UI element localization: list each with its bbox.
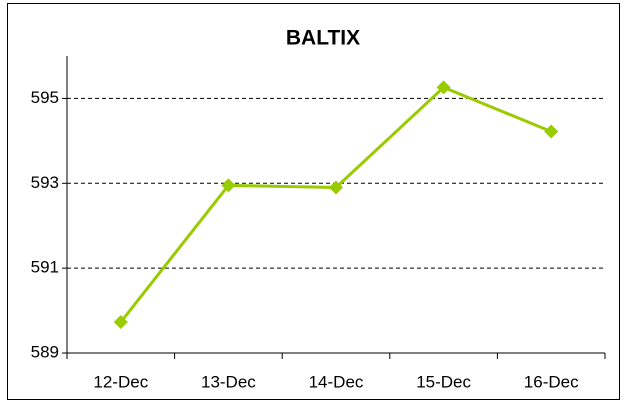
y-tick-label: 593 (31, 173, 59, 192)
y-tick-label: 591 (31, 258, 59, 277)
data-point (329, 180, 343, 195)
x-tick-label: 14-Dec (309, 372, 364, 391)
y-tick-label: 595 (31, 88, 59, 107)
x-tick-label: 15-Dec (416, 372, 471, 391)
x-tick-label: 12-Dec (93, 372, 148, 391)
chart-title: BALTIX (286, 27, 360, 50)
x-tick-label: 13-Dec (201, 372, 256, 391)
chart-frame (7, 3, 620, 400)
x-tick-label: 16-Dec (524, 372, 579, 391)
data-point (436, 80, 451, 95)
data-point (113, 315, 128, 330)
data-point (544, 124, 559, 139)
data-point (221, 178, 236, 193)
y-tick-label: 589 (31, 342, 59, 361)
